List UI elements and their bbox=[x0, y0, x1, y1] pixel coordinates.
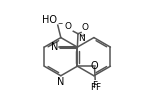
Text: N: N bbox=[78, 34, 85, 43]
Text: F: F bbox=[95, 83, 100, 92]
Text: N: N bbox=[51, 42, 59, 52]
Text: F: F bbox=[90, 83, 95, 92]
Text: $^-$O: $^-$O bbox=[56, 20, 73, 31]
Text: $^+$: $^+$ bbox=[80, 34, 86, 40]
Text: O: O bbox=[91, 61, 98, 71]
Text: O: O bbox=[81, 23, 88, 32]
Text: HO: HO bbox=[42, 15, 57, 25]
Text: N: N bbox=[57, 77, 65, 87]
Text: F: F bbox=[93, 81, 98, 90]
